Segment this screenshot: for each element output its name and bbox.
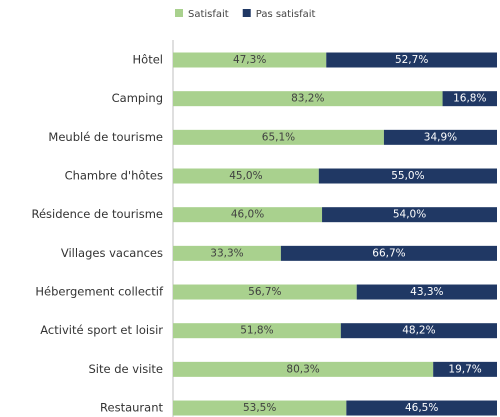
bar-segment <box>346 400 497 416</box>
value-label: 46,0% <box>231 209 264 221</box>
legend-label: Satisfait <box>188 9 229 20</box>
value-label: 80,3% <box>286 363 319 375</box>
value-label: 53,5% <box>243 402 276 414</box>
bar-segment <box>173 400 347 416</box>
value-label: 54,0% <box>393 209 426 221</box>
bar-segment <box>173 361 434 377</box>
legend-swatch <box>242 9 251 17</box>
value-label: 34,9% <box>424 131 457 143</box>
bar-segment <box>173 207 323 223</box>
value-label: 19,7% <box>448 363 481 375</box>
value-label: 66,7% <box>372 247 405 259</box>
y-tick-label: Camping <box>112 91 163 105</box>
bar-segment <box>383 129 497 145</box>
bar-segment <box>173 52 327 68</box>
bar-segment <box>442 91 497 107</box>
bar-segment <box>322 207 497 223</box>
value-label: 16,8% <box>453 93 486 105</box>
value-label: 65,1% <box>262 131 295 143</box>
value-label: 45,0% <box>229 170 262 182</box>
bar-segment <box>173 168 319 184</box>
bar-segment <box>173 284 357 300</box>
y-tick-label: Villages vacances <box>61 246 163 260</box>
bar-segment <box>173 129 384 145</box>
value-label: 47,3% <box>233 54 266 66</box>
y-tick-label: Hébergement collectif <box>35 285 164 299</box>
y-tick-label: Chambre d'hôtes <box>65 169 163 183</box>
bar-segment <box>173 323 341 339</box>
bar-segment <box>356 284 497 300</box>
y-tick-label: Activité sport et loisir <box>40 323 163 337</box>
value-label: 33,3% <box>210 247 243 259</box>
y-tick-label: Restaurant <box>100 401 163 415</box>
y-tick-label: Hôtel <box>133 53 163 67</box>
bar-segment <box>173 91 443 107</box>
bar-segment <box>433 361 497 377</box>
value-label: 48,2% <box>402 325 435 337</box>
value-label: 51,8% <box>240 325 273 337</box>
legend-label: Pas satisfait <box>256 9 316 20</box>
y-tick-label: Résidence de tourisme <box>31 207 163 221</box>
legend-swatch <box>175 9 183 17</box>
y-tick-label: Site de visite <box>88 362 163 376</box>
value-label: 83,2% <box>291 93 324 105</box>
value-label: 52,7% <box>395 54 428 66</box>
value-label: 56,7% <box>248 286 281 298</box>
value-label: 43,3% <box>410 286 443 298</box>
y-tick-label: Meublé de tourisme <box>48 130 163 144</box>
value-label: 46,5% <box>405 402 438 414</box>
bar-segment <box>173 245 281 261</box>
bar-segment <box>326 52 497 68</box>
bar-segment <box>280 245 497 261</box>
bar-segment <box>340 323 497 339</box>
value-label: 55,0% <box>391 170 424 182</box>
bar-segment <box>318 168 497 184</box>
